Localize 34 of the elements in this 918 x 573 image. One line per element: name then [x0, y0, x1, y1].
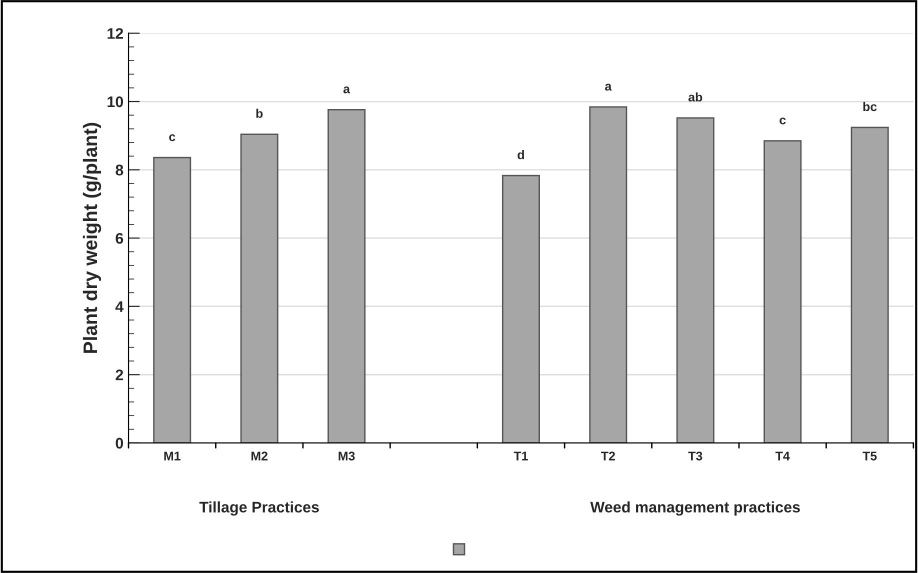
annotation: bc [863, 102, 877, 112]
x-tick-label: T2 [601, 452, 615, 460]
annotation: c [780, 118, 786, 124]
text: Weed management practices [590, 501, 800, 516]
x-tick-label: T3 [688, 452, 702, 460]
annotation: c [169, 134, 176, 142]
y-tick-label: 6 [116, 232, 124, 244]
y-tick-label: 12 [108, 28, 124, 39]
bar [502, 174, 540, 443]
x-tick-label: T4 [775, 452, 790, 460]
text: Tillage Practices [199, 501, 319, 516]
bar [589, 106, 628, 443]
annotation: d [518, 150, 524, 160]
x-tick-label: M1 [164, 452, 180, 460]
bar [153, 156, 192, 443]
y-tick-label: 8 [116, 164, 124, 176]
x-tick-label: T1 [514, 452, 528, 460]
x-tick-label: M2 [251, 452, 268, 460]
bar [676, 117, 714, 443]
bar [240, 134, 278, 443]
y-tick-label: 4 [115, 301, 124, 312]
annotation: b [256, 108, 263, 118]
y-tick-label: 10 [108, 96, 124, 108]
y-axis-title: Plant dry weight (g/plant) [82, 122, 102, 353]
bar [850, 126, 889, 443]
bar [328, 109, 366, 443]
annotation: ab [688, 92, 702, 102]
x-tick-label: M3 [338, 452, 355, 460]
bar [764, 140, 802, 443]
y-tick-label: 0 [116, 438, 124, 449]
annotation: a [605, 84, 612, 91]
annotation: a [343, 86, 350, 94]
x-tick-label: T5 [862, 452, 877, 460]
y-tick-label: 2 [116, 370, 124, 380]
